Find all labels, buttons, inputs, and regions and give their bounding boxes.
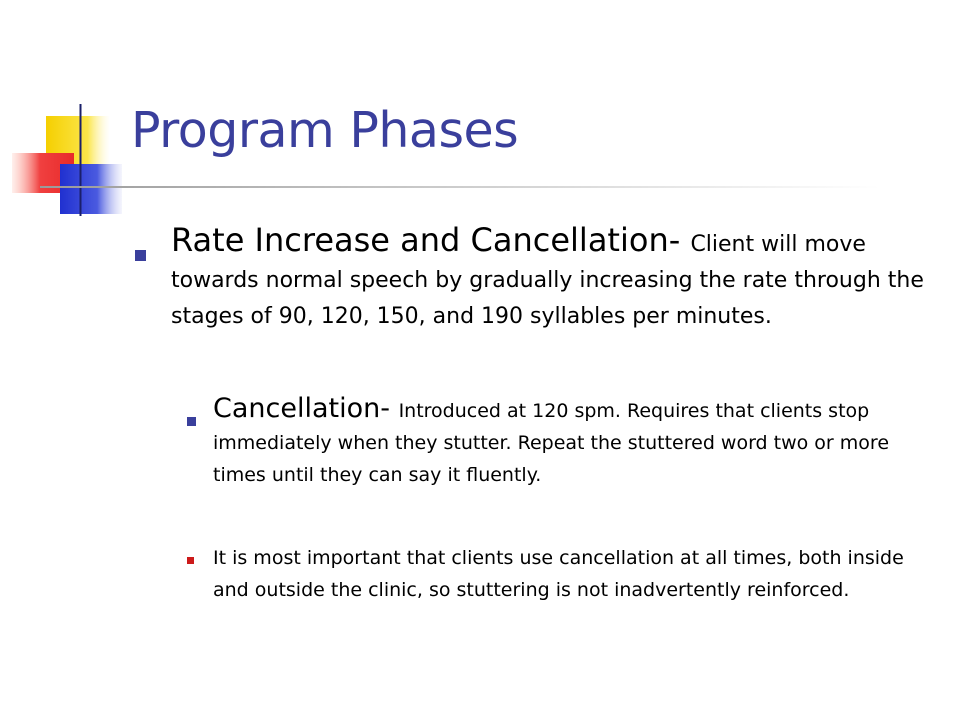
title-underline-rule — [40, 186, 880, 188]
bullet-text: Client will move towards normal speech b… — [171, 232, 924, 329]
bullet-rate-increase: Rate Increase and Cancellation- Client w… — [171, 222, 941, 335]
slide-title: Program Phases — [131, 102, 519, 159]
logo-blue-square — [60, 164, 122, 214]
subbullet-heading: Cancellation- — [213, 393, 399, 424]
subbullet-cancellation: Cancellation- Introduced at 120 spm. Req… — [213, 393, 943, 491]
bullet-heading: Rate Increase and Cancellation- — [171, 221, 691, 259]
subbullet-text: It is most important that clients use ca… — [213, 547, 904, 601]
subbullet-text: Introduced at 120 spm. Requires that cli… — [213, 400, 890, 486]
decorative-squares-logo — [12, 104, 128, 216]
level2-bullet-marker — [187, 417, 196, 426]
level1-bullet-marker — [135, 250, 146, 261]
level3-bullet-marker — [187, 557, 194, 564]
subbullet-importance: It is most important that clients use ca… — [213, 542, 943, 606]
